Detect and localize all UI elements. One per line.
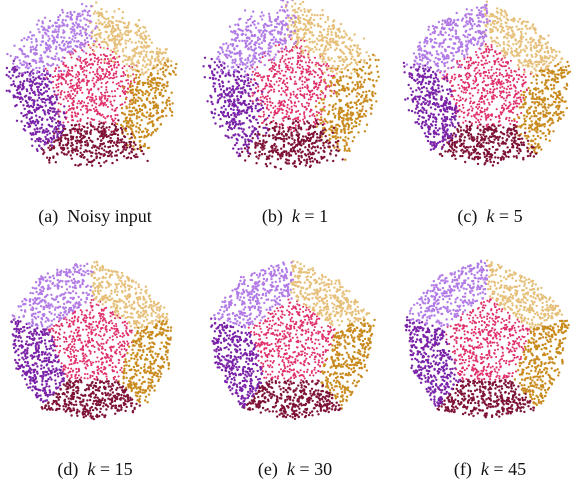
bottom-face-points-b [238,117,344,171]
top-right-face-points-c [483,0,565,76]
left-face-points-c [402,61,460,151]
caption-e-equals: = [299,459,310,479]
top-left-face-points-e [213,261,294,329]
dodecahedron-plot-e [210,260,376,421]
caption-c: (c) k = 5 [395,206,580,227]
caption-a-text: Noisy input [67,206,152,226]
panel-b: (b) k = 1 [200,0,390,230]
left-face-points-e [210,317,263,409]
caption-e: (e) k = 30 [200,459,390,480]
bottom-face-points-e [242,378,342,421]
caption-c-label: (c) [457,206,478,226]
top-left-face-points-c [405,3,491,77]
left-face-points-b [202,56,271,158]
caption-d-k-symbol: k [87,459,96,479]
left-face-points-a [5,59,67,153]
bottom-face-points-f [436,378,536,419]
caption-b-k-value: 1 [319,206,329,226]
dodecahedron-plot-a [5,1,178,168]
caption-f-k-value: 45 [508,459,527,479]
top-right-face-points-f [485,259,564,329]
caption-e-k-symbol: k [286,459,295,479]
caption-f-equals: = [493,459,504,479]
panel-a: (a) Noisy input [0,0,190,230]
top-left-face-points-a [6,2,98,78]
panel-d: (d) k = 15 [0,255,190,485]
panel-c: (c) k = 5 [395,0,580,230]
right-face-points-a [115,60,178,153]
caption-b-equals: = [304,206,315,226]
center-face-points-c [439,42,532,129]
caption-e-label: (e) [257,459,278,479]
caption-e-k-value: 30 [314,459,333,479]
caption-d: (d) k = 15 [0,459,190,480]
top-left-face-points-f [408,259,489,328]
right-face-points-b [314,53,380,161]
caption-c-equals: = [498,206,510,226]
caption-d-k-value: 15 [114,459,133,479]
center-face-points-e [247,298,336,382]
right-face-points-d [117,319,173,404]
caption-f-k-symbol: k [480,459,489,479]
panel-e: (e) k = 30 [200,255,390,485]
dodecahedron-plot-b [202,0,380,171]
bottom-face-points-c [438,120,538,167]
left-face-points-f [404,316,462,407]
caption-c-k-symbol: k [486,206,495,226]
top-left-face-points-d [11,262,94,329]
caption-f: (f) k = 45 [395,459,580,480]
top-right-face-points-e [290,260,371,327]
dodecahedron-plot-c [402,0,572,167]
dodecahedron-plot-f [404,259,570,419]
left-face-points-d [10,318,66,404]
top-right-face-points-a [84,1,173,79]
caption-b: (b) k = 1 [200,206,390,227]
caption-d-equals: = [99,459,111,479]
caption-d-label: (d) [57,459,79,479]
top-left-face-points-b [215,0,298,80]
caption-b-label: (b) [261,206,283,226]
caption-c-k-value: 5 [513,206,523,226]
panel-f: (f) k = 45 [395,255,580,485]
caption-a-label: (a) [38,206,59,226]
top-right-face-points-b [283,0,376,79]
right-face-points-c [513,60,572,155]
dodecahedron-plot-d [10,260,173,421]
caption-b-k-symbol: k [291,206,300,226]
top-right-face-points-d [90,260,169,329]
center-face-points-a [44,40,138,133]
right-face-points-e [320,318,376,410]
center-face-points-f [445,298,531,381]
caption-a: (a) Noisy input [0,206,190,227]
caption-f-label: (f) [453,459,472,479]
right-face-points-f [513,319,570,407]
